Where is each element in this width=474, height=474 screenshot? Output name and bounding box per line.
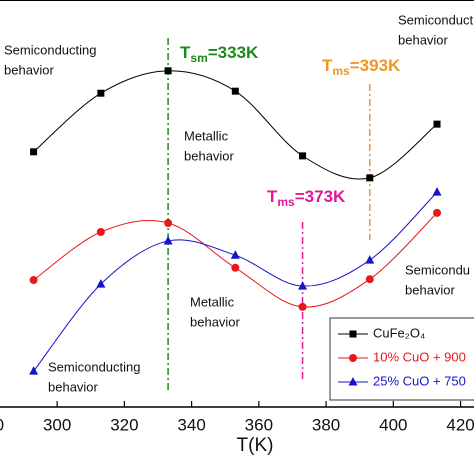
annotation-part: =393K [350, 56, 401, 75]
marker [365, 255, 375, 264]
legend-label: 25% CuO + 750 [373, 373, 466, 388]
region-label: behavior [190, 314, 241, 329]
legend-symbol [349, 330, 357, 338]
annotation-part: ms [332, 64, 350, 78]
annotation-part: T [267, 187, 278, 206]
legend-symbol [348, 377, 358, 386]
region-label: behavior [398, 32, 449, 47]
annotation-part: sm [190, 51, 207, 65]
marker [30, 148, 38, 156]
x-tick-label: 340 [177, 415, 205, 434]
annotation-part: =373K [295, 187, 346, 206]
legend-label: CuFe₂O₄ [373, 325, 425, 340]
marker [97, 89, 105, 97]
marker [164, 219, 173, 228]
region-label: Semiconducting [398, 12, 474, 27]
marker [231, 263, 240, 272]
marker [163, 235, 173, 245]
region-label: Metallic [184, 128, 229, 143]
region-label: behavior [4, 62, 55, 77]
x-tick-label: 280 [0, 415, 4, 434]
marker [29, 366, 39, 375]
x-tick-label: 400 [379, 415, 407, 434]
legend-marker [349, 330, 357, 338]
marker [433, 208, 442, 217]
marker [29, 276, 38, 285]
x-tick-label: 420 [446, 415, 474, 434]
region-label: Semiconducting [4, 42, 97, 57]
x-tick-label: 300 [43, 415, 71, 434]
annotation-part: =333K [208, 43, 259, 62]
legend-label: 10% CuO + 900 [373, 349, 466, 364]
x-tick-label: 380 [312, 415, 340, 434]
marker [365, 275, 374, 284]
legend-marker [348, 377, 358, 386]
marker [231, 87, 239, 95]
region-label: behavior [48, 379, 99, 394]
x-tick-label: 320 [110, 415, 138, 434]
region-label: behavior [184, 148, 235, 163]
region-label: behavior [405, 282, 456, 297]
marker [299, 152, 307, 160]
annotation-part: T [180, 43, 191, 62]
region-label: Metallic [190, 294, 235, 309]
region-label: Semicondu [405, 262, 470, 277]
legend-marker [349, 354, 357, 362]
annotation: Tsm=333K [180, 43, 259, 65]
annotation: Tms=373K [267, 187, 346, 209]
marker [298, 302, 307, 311]
x-axis-title: T(K) [237, 435, 274, 456]
marker [230, 250, 240, 259]
annotation: Tms=393K [322, 56, 401, 78]
x-tick-label: 360 [245, 415, 273, 434]
marker [164, 67, 172, 75]
annotation-part: T [322, 56, 333, 75]
marker [96, 227, 105, 236]
series-line [33, 70, 438, 180]
marker [366, 174, 374, 182]
marker [298, 281, 308, 290]
series-line [33, 212, 438, 308]
marker [433, 120, 441, 128]
marker [96, 279, 106, 288]
marker [432, 187, 442, 196]
annotation-part: ms [277, 195, 295, 209]
legend-symbol [349, 354, 357, 362]
region-label: Semiconducting [48, 359, 141, 374]
